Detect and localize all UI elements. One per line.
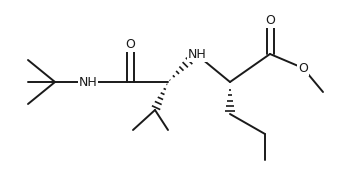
Text: NH: NH bbox=[188, 47, 206, 61]
Text: O: O bbox=[125, 37, 135, 51]
Text: NH: NH bbox=[79, 76, 97, 89]
Text: O: O bbox=[265, 13, 275, 26]
Text: O: O bbox=[298, 62, 308, 74]
